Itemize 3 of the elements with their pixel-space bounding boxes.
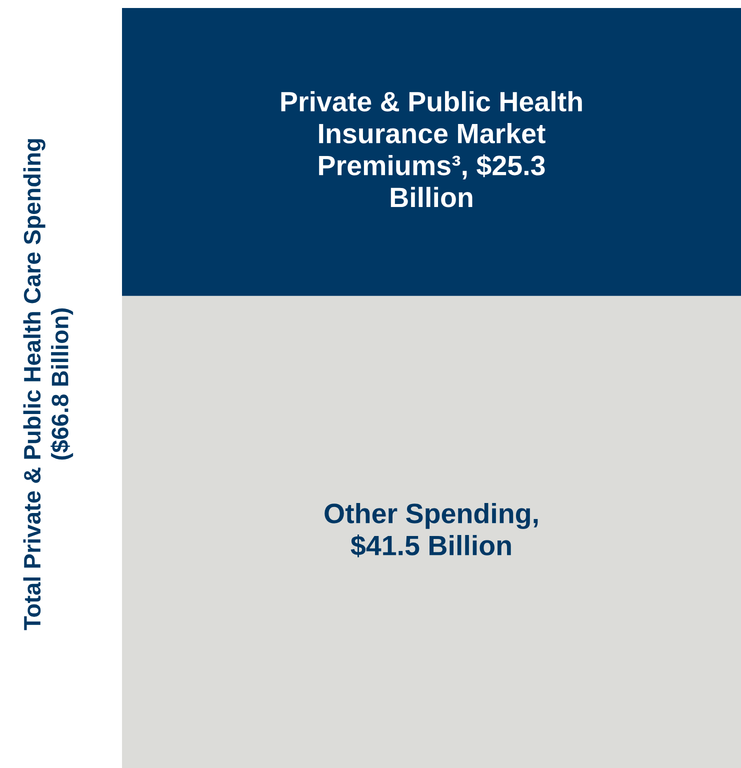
data-label: Private & Public Health Insurance Market Premiums³, $25.3 Billion <box>281 91 582 208</box>
y-axis-title: Total Private & Public Health Care Spending ($66.8 Billion) <box>23 139 74 630</box>
data-label: Other Spending, $41.5 Billion <box>324 502 538 558</box>
